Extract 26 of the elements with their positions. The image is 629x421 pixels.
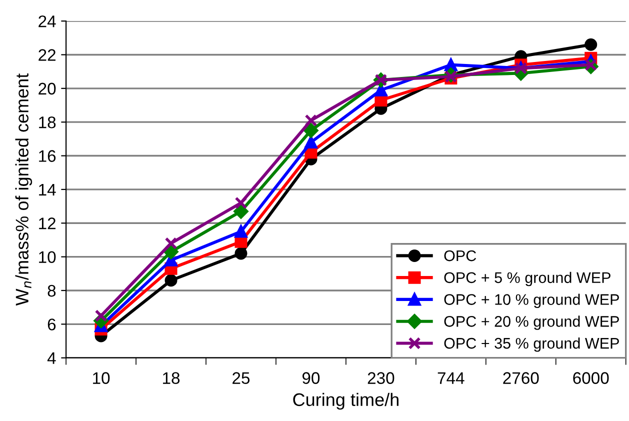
legend-label: OPC + 10 % ground WEP — [444, 294, 619, 308]
x-axis-title: Curing time/h — [293, 392, 398, 410]
y-tick-label: 24 — [38, 15, 56, 28]
legend-label: OPC + 5 % ground WEP — [444, 272, 610, 286]
legend-label: OPC — [444, 250, 476, 262]
y-tick-label: 18 — [39, 116, 56, 128]
legend-label: OPC + 20 % ground WEP — [444, 316, 619, 330]
y-tick-label: 16 — [39, 150, 56, 162]
y-axis-title: W$_{n}$/mass% of ignited cement — [15, 73, 32, 306]
x-tick-label: 25 — [232, 372, 250, 384]
y-tick-label: 4 — [47, 352, 56, 364]
y-tick-label: 6 — [48, 318, 56, 330]
x-tick-label: 10 — [93, 372, 110, 384]
legend-label: OPC + 35 % ground WEP — [444, 337, 619, 352]
x-tick-label: 90 — [302, 372, 320, 384]
y-tick-label: 22 — [38, 49, 56, 61]
x-tick-label: 6000 — [573, 372, 609, 384]
y-tick-label: 8 — [48, 284, 56, 297]
y-tick-label: 10 — [39, 251, 56, 264]
y-tick-label: 12 — [39, 218, 56, 230]
x-tick-label: 18 — [163, 372, 180, 384]
x-tick-label: 744 — [438, 372, 464, 384]
y-tick-label: 14 — [39, 184, 56, 196]
x-tick-label: 230 — [368, 372, 394, 384]
x-tick-label: 2760 — [503, 372, 539, 384]
y-tick-label: 20 — [38, 82, 56, 95]
